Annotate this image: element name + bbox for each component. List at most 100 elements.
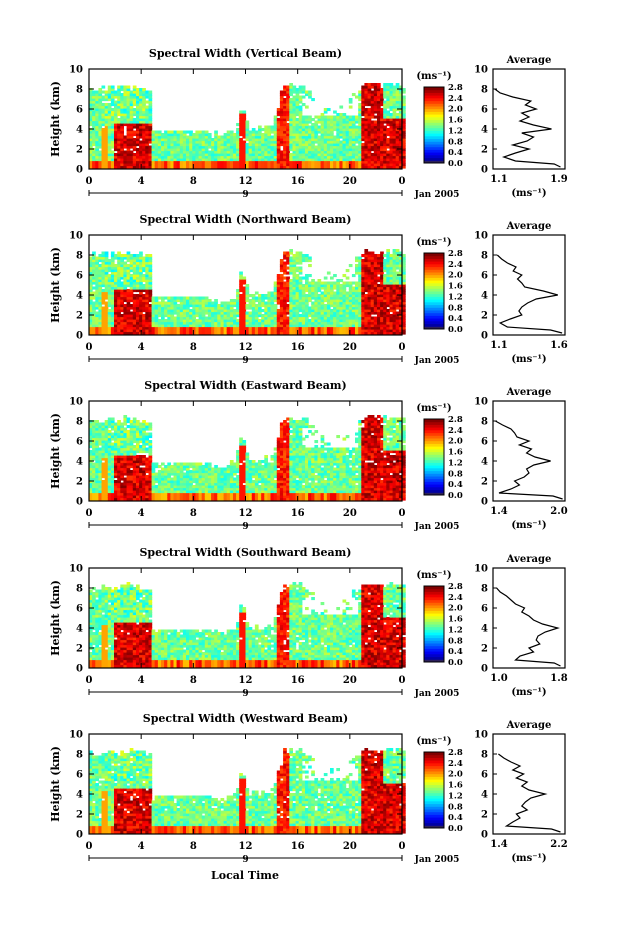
heatmap-cells <box>89 249 406 335</box>
heatmap-cell <box>220 153 225 157</box>
heatmap-cell <box>217 155 221 159</box>
heatmap-cell <box>351 133 356 137</box>
heatmap-cell <box>114 108 118 112</box>
heatmap-cell <box>148 321 153 325</box>
heatmap-cell <box>308 150 312 154</box>
heatmap-cell <box>101 264 106 268</box>
heatmap-cell <box>145 271 149 275</box>
heatmap-cell <box>98 108 103 112</box>
heatmap-cell <box>336 286 340 290</box>
heatmap-cell <box>164 314 168 318</box>
heatmap-cell <box>214 163 218 167</box>
heatmap-cell <box>326 291 331 295</box>
heatmap-cell <box>233 145 237 149</box>
heatmap-cell <box>254 160 259 164</box>
heatmap-cell <box>276 311 281 315</box>
heatmap-cell <box>182 319 187 323</box>
heatmap-cell <box>92 457 96 461</box>
heatmap-cell <box>89 437 93 441</box>
heatmap-cell <box>383 108 387 112</box>
heatmap-cell <box>267 329 272 333</box>
heatmap-cell <box>386 138 390 142</box>
heatmap-cell <box>402 311 406 315</box>
heatmap-cell <box>286 130 290 134</box>
heatmap-cell <box>214 135 218 139</box>
heatmap-cell <box>380 296 384 300</box>
heatmap-cell <box>201 130 206 134</box>
heatmap-cell <box>217 324 221 328</box>
heatmap-cell <box>373 158 378 162</box>
heatmap-cell <box>239 153 243 157</box>
heatmap-cell <box>139 95 143 99</box>
heatmap-cell <box>361 304 365 308</box>
x-tick-label: 20 <box>343 342 357 353</box>
heatmap-cell <box>298 284 303 288</box>
heatmap-cell <box>358 138 362 142</box>
heatmap-cell <box>398 128 403 132</box>
heatmap-cell <box>151 160 156 164</box>
heatmap-cell <box>339 301 344 305</box>
heatmap-cell <box>370 269 375 273</box>
heatmap-cell <box>283 130 287 134</box>
heatmap-cell <box>236 155 240 159</box>
heatmap-cell <box>164 321 168 325</box>
heatmap-cell <box>132 299 137 303</box>
heatmap-cell <box>342 309 347 313</box>
heatmap-cell <box>286 299 290 303</box>
heatmap-cell <box>167 150 171 154</box>
heatmap-cell <box>276 130 281 134</box>
heatmap-cell <box>233 158 237 162</box>
heatmap-cell <box>204 306 209 310</box>
heatmap-cell <box>92 128 96 132</box>
heatmap-cell <box>251 316 256 320</box>
heatmap-cell <box>110 160 115 164</box>
heatmap-cell <box>342 284 347 288</box>
heatmap-cell <box>104 113 109 117</box>
heatmap-cell <box>377 135 381 139</box>
heatmap-cell <box>361 311 365 315</box>
heatmap-cell <box>142 128 146 132</box>
heatmap-cell <box>236 329 240 333</box>
heatmap-cell <box>279 289 284 293</box>
heatmap-cell <box>92 281 96 285</box>
heatmap-cell <box>276 286 281 290</box>
heatmap-cell <box>123 271 128 275</box>
heatmap-cell <box>377 294 381 298</box>
heatmap-cell <box>207 314 212 318</box>
heatmap-cell <box>395 150 400 154</box>
heatmap-cell <box>173 319 178 323</box>
heatmap-cell <box>389 326 394 330</box>
heatmap-cell <box>361 329 365 333</box>
heatmap-cell <box>167 321 171 325</box>
heatmap-cell <box>358 148 362 152</box>
heatmap-cell <box>386 128 390 132</box>
heatmap-cell <box>211 153 215 157</box>
heatmap-cell <box>330 276 334 280</box>
heatmap-cell <box>402 274 406 278</box>
heatmap-cell <box>92 266 96 270</box>
heatmap-cell <box>370 299 375 303</box>
heatmap-cell <box>361 321 365 325</box>
heatmap-cell <box>167 299 171 303</box>
heatmap-cell <box>383 88 387 92</box>
heatmap-cell <box>98 145 103 149</box>
heatmap-cell <box>223 165 228 169</box>
heatmap-cell <box>292 120 297 124</box>
heatmap-cell <box>308 128 312 132</box>
heatmap-cell <box>92 130 96 134</box>
heatmap-cell <box>98 447 103 451</box>
heatmap-cell <box>286 100 290 104</box>
heatmap-cell <box>120 326 124 330</box>
heatmap-cell <box>89 495 93 499</box>
heatmap-cell <box>92 296 96 300</box>
heatmap-cell <box>242 299 247 303</box>
heatmap-cell <box>110 120 115 124</box>
heatmap-cell <box>342 314 347 318</box>
heatmap-cell <box>370 143 375 147</box>
heatmap-cell <box>377 145 381 149</box>
heatmap-cell <box>348 145 353 149</box>
heatmap-cell <box>233 299 237 303</box>
heatmap-cell <box>233 304 237 308</box>
heatmap-cell <box>117 135 121 139</box>
heatmap-cell <box>104 95 109 99</box>
